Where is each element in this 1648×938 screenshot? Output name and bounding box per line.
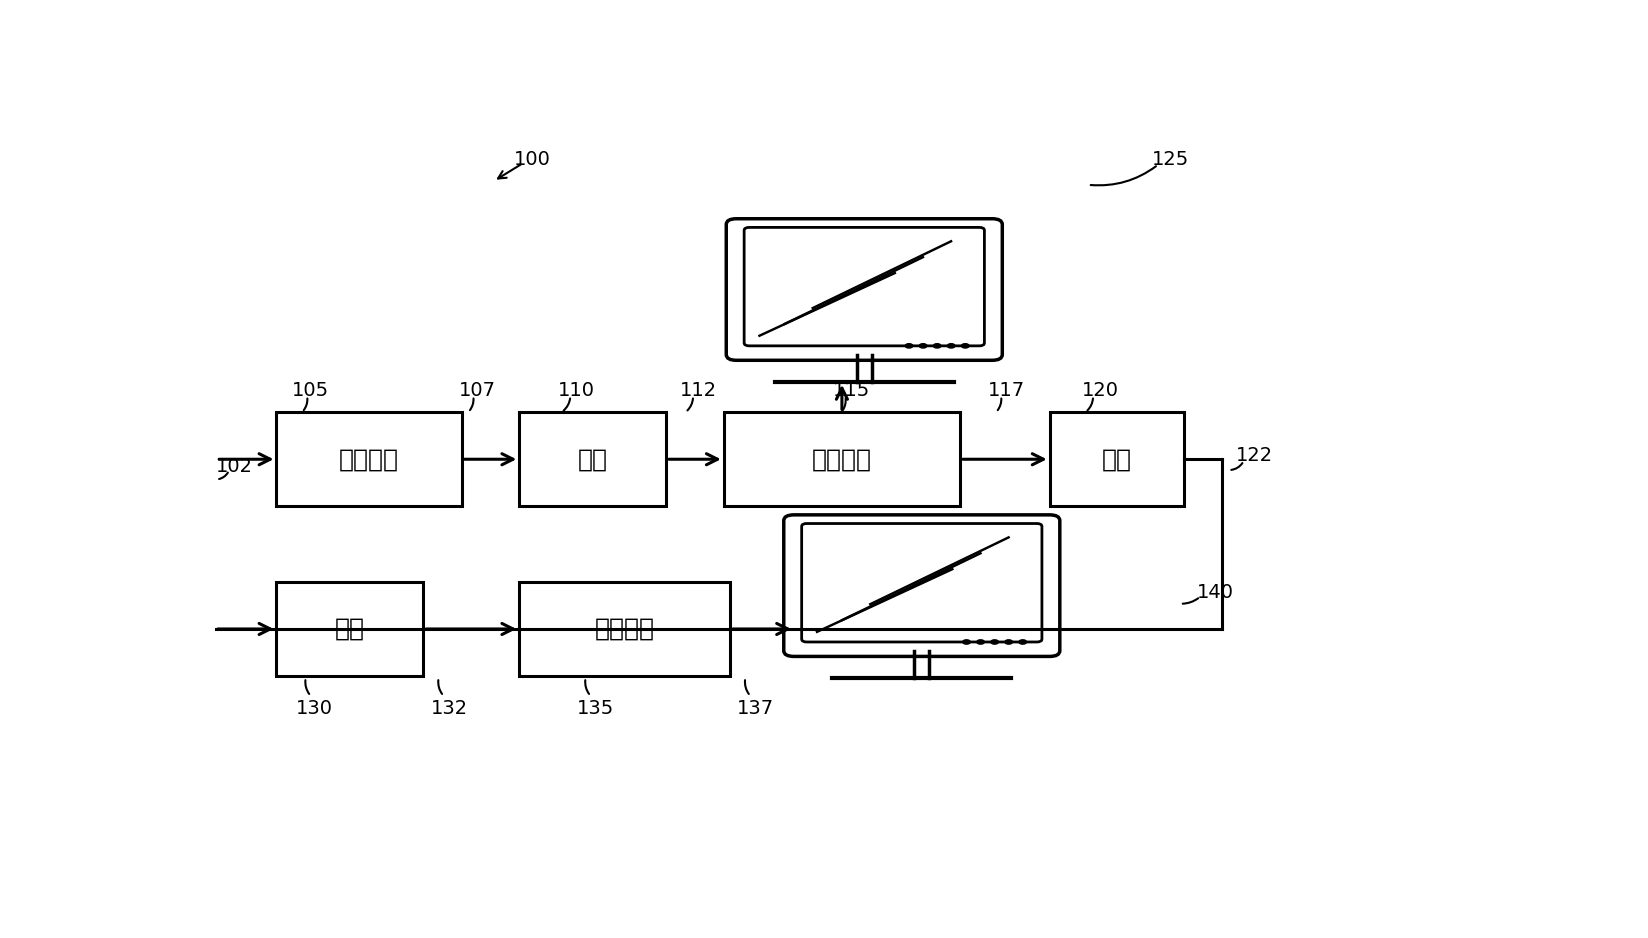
Bar (277, 582, 424, 676)
Text: 显示管理: 显示管理 (595, 617, 654, 641)
Circle shape (933, 343, 941, 348)
Bar (1050, 413, 1183, 507)
Circle shape (961, 343, 969, 348)
Text: 135: 135 (577, 699, 615, 718)
Circle shape (918, 343, 926, 348)
Circle shape (948, 343, 954, 348)
Text: 后期制作: 后期制作 (811, 447, 872, 471)
Text: 112: 112 (679, 381, 717, 401)
Text: 130: 130 (297, 699, 333, 718)
FancyBboxPatch shape (743, 227, 984, 346)
Bar (519, 582, 730, 676)
Text: 115: 115 (832, 381, 870, 401)
Text: 125: 125 (1152, 150, 1188, 169)
Text: 140: 140 (1196, 583, 1233, 602)
Text: 110: 110 (559, 381, 595, 401)
FancyBboxPatch shape (783, 515, 1060, 657)
Text: 制作: 制作 (577, 447, 608, 471)
Circle shape (976, 640, 984, 644)
Text: 122: 122 (1234, 446, 1272, 465)
Text: 编码: 编码 (1101, 447, 1131, 471)
Text: 102: 102 (216, 457, 252, 476)
Text: 137: 137 (737, 699, 775, 718)
Text: 解码: 解码 (335, 617, 364, 641)
Text: 105: 105 (292, 381, 330, 401)
FancyBboxPatch shape (801, 523, 1042, 642)
Text: 图像生成: 图像生成 (339, 447, 399, 471)
Bar (277, 413, 461, 507)
Circle shape (962, 640, 969, 644)
Bar (519, 413, 666, 507)
Text: 107: 107 (458, 381, 496, 401)
Circle shape (1004, 640, 1012, 644)
Text: 100: 100 (513, 150, 550, 169)
Bar (723, 413, 959, 507)
FancyBboxPatch shape (725, 219, 1002, 360)
Text: 120: 120 (1081, 381, 1119, 401)
Text: 117: 117 (987, 381, 1023, 401)
Circle shape (1018, 640, 1027, 644)
Circle shape (990, 640, 999, 644)
Circle shape (905, 343, 913, 348)
Text: 132: 132 (430, 699, 468, 718)
